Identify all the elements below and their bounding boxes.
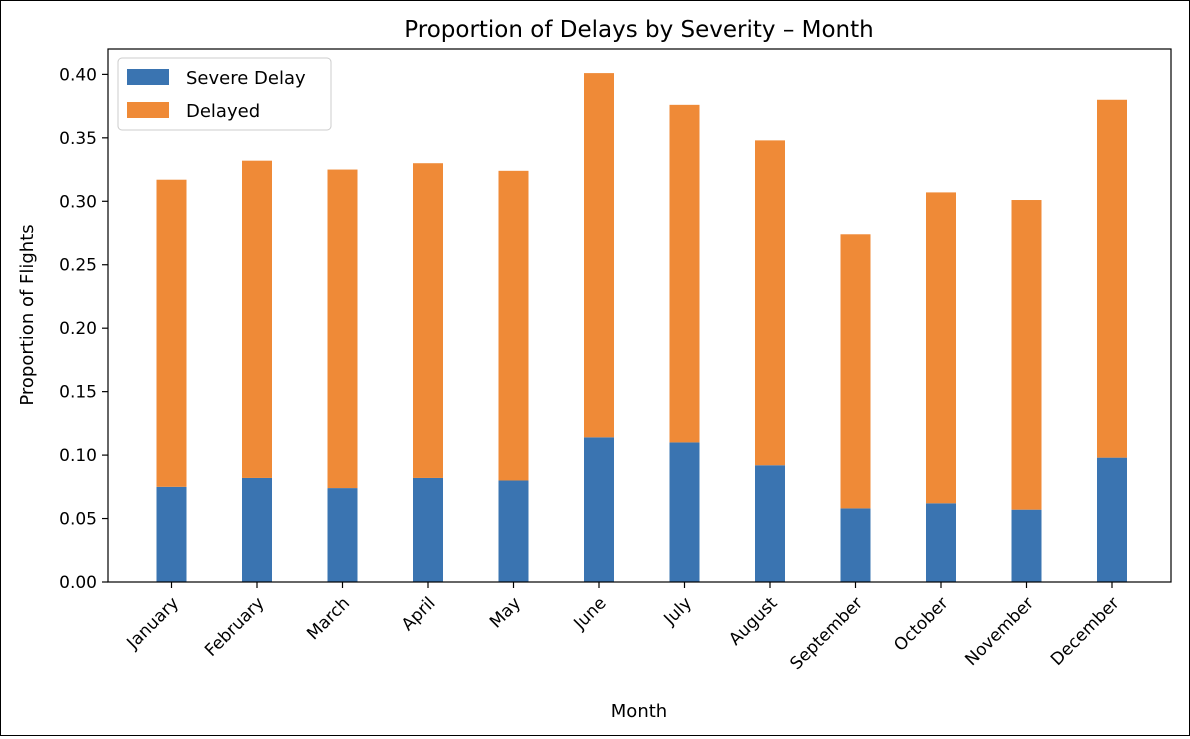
bar-delayed-february [242,160,272,478]
x-tick-label-january: January [123,593,183,653]
bar-severe-delay-february [242,477,272,582]
x-tick-label-february: February [201,593,268,660]
bar-delayed-may [498,170,529,481]
bar-delayed-august [755,140,785,466]
legend-box [117,57,332,131]
y-tick-label: 0.40 [59,65,97,85]
bar-severe-delay-november [1011,509,1042,582]
bar-severe-delay-january [156,486,187,582]
legend-label-severe-delay: Severe Delay [186,68,306,89]
bar-delayed-october [926,192,956,504]
bar-severe-delay-august [755,465,785,582]
y-tick-label: 0.00 [59,573,97,593]
bar-severe-delay-may [498,480,529,582]
y-tick-label: 0.10 [59,446,97,466]
bar-delayed-september [840,234,871,509]
plot-border [107,48,1172,583]
bars-group [156,73,1127,582]
x-tick-label-october: October [890,593,952,655]
y-axis-label: Proportion of Flights [17,224,38,405]
y-tick-label: 0.20 [59,319,97,339]
x-tick-label-december: December [1047,593,1123,669]
y-tick-label: 0.05 [59,510,97,530]
y-tick-label: 0.15 [59,383,97,403]
y-tick-label: 0.30 [59,192,97,212]
y-tick-label: 0.25 [59,256,97,276]
x-tick-label-may: May [486,593,525,632]
x-axis-label: Month [611,701,667,722]
bar-severe-delay-september [840,508,871,582]
bar-delayed-november [1011,200,1042,510]
legend: Severe Delay Delayed [117,57,332,131]
bar-delayed-june [584,73,614,438]
x-tick-label-april: April [398,593,440,635]
bar-delayed-april [413,163,443,478]
x-tick-label-june: June [570,593,611,634]
bar-severe-delay-october [926,503,956,582]
bar-delayed-march [327,169,358,489]
legend-swatch-severe-delay [127,69,169,85]
bar-severe-delay-march [327,488,358,582]
x-tick-label-november: November [961,593,1038,670]
y-axis: 0.00 0.05 0.10 0.15 0.20 0.25 0.30 0.35 0.40 [59,65,108,593]
x-axis: January February March April May June July Augu… [123,582,1124,674]
bar-severe-delay-december [1097,457,1127,582]
bar-severe-delay-july [669,442,700,582]
x-tick-label-march: March [303,593,354,644]
x-tick-label-september: September [786,593,867,674]
chart-title: Proportion of Delays by Severity – Month [404,17,873,43]
x-tick-label-august: August [725,593,781,649]
y-tick-label: 0.35 [59,129,97,149]
bar-delayed-december [1097,99,1127,458]
x-tick-label-july: July [660,593,696,629]
legend-swatch-delayed [127,102,169,118]
bar-severe-delay-june [584,437,614,582]
bar-delayed-july [669,104,700,443]
legend-label-delayed: Delayed [186,101,260,122]
bar-delayed-january [156,179,187,487]
bar-severe-delay-april [413,477,443,582]
